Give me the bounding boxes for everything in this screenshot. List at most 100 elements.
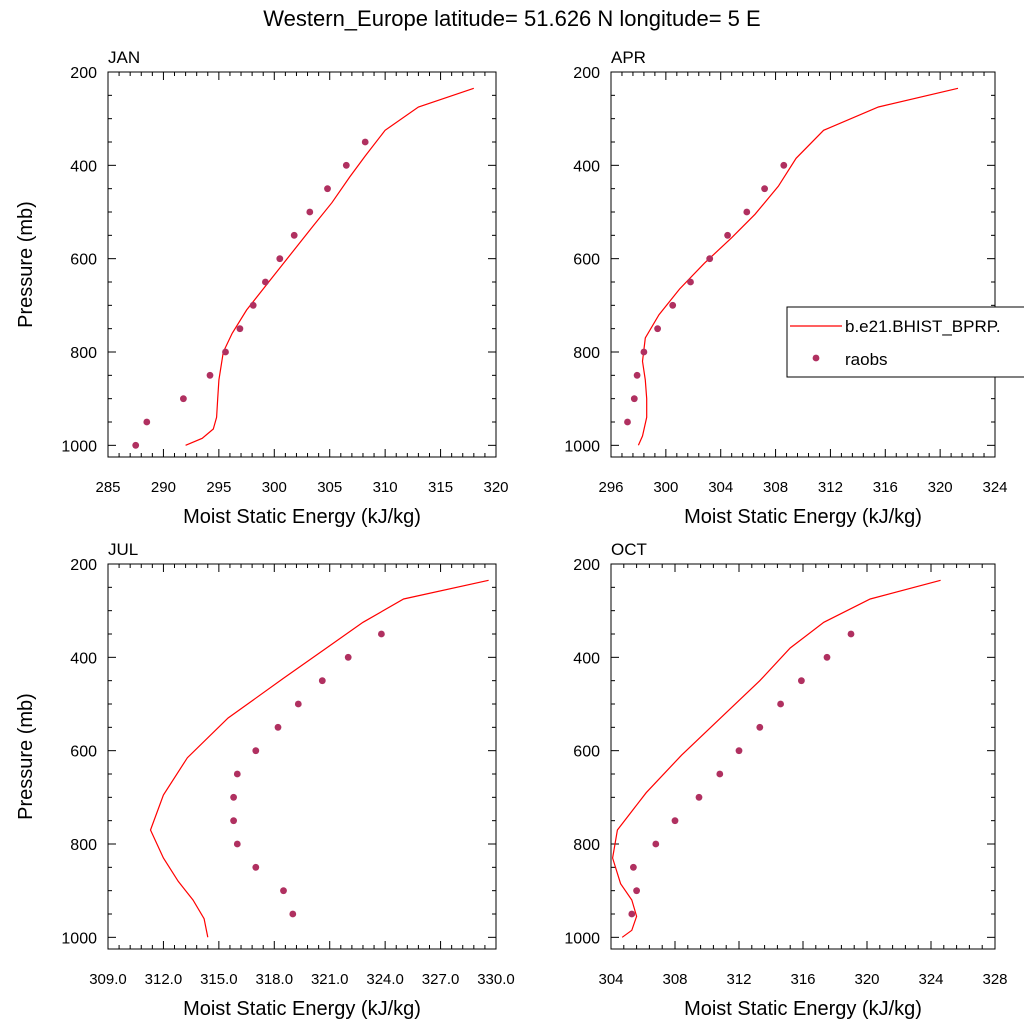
x-tick-label: 320 <box>854 971 879 988</box>
raobs-point <box>344 653 352 661</box>
x-tick-label: 300 <box>262 479 287 496</box>
raobs-point <box>671 817 679 825</box>
x-tick-label: 285 <box>95 479 120 496</box>
x-axis-label: Moist Static Energy (kJ/kg) <box>183 506 421 528</box>
y-axis-label: Pressure (mb) <box>15 693 37 820</box>
panel-label: JUL <box>108 540 138 559</box>
x-tick-label: 315.0 <box>200 971 238 988</box>
legend: b.e21.BHIST_BPRP. raobs <box>786 306 1024 378</box>
raobs-point <box>230 793 238 801</box>
x-tick-label: 308 <box>662 971 687 988</box>
raobs-point <box>716 770 724 778</box>
panel-label: APR <box>611 48 646 67</box>
x-tick-label: 324.0 <box>366 971 404 988</box>
y-tick-label: 400 <box>573 158 600 175</box>
x-tick-label: 312.0 <box>145 971 183 988</box>
y-tick-label: 1000 <box>564 438 600 455</box>
y-tick-label: 200 <box>70 557 97 574</box>
y-tick-label: 800 <box>70 837 97 854</box>
raobs-point <box>289 910 297 918</box>
panel-jul: 309.0 312.0 315.0 318.0 321.0 324.0 327.0 330.0… <box>15 540 515 1020</box>
raobs-point <box>143 418 151 426</box>
raobs-point <box>624 418 631 426</box>
y-tick-label: 1000 <box>61 930 97 947</box>
x-tick-label: 308 <box>763 479 788 496</box>
y-tick-label: 800 <box>573 345 600 362</box>
figure-title: Western_Europe latitude= 51.626 N longit… <box>263 6 760 31</box>
raobs-point <box>290 231 298 239</box>
x-tick-label: 316 <box>790 971 815 988</box>
raobs-point <box>633 887 640 895</box>
x-tick-label: 309.0 <box>89 971 127 988</box>
raobs-point <box>756 723 764 731</box>
model-line-jan <box>185 87 474 446</box>
legend-obs-dot-swatch <box>812 354 820 362</box>
x-tick-label: 327.0 <box>422 971 460 988</box>
legend-obs-label: raobs <box>845 350 888 369</box>
raobs-point <box>633 371 641 379</box>
raobs-point <box>724 231 731 239</box>
legend-model-label: b.e21.BHIST_BPRP. <box>845 317 1001 336</box>
raobs-point <box>361 138 369 146</box>
x-tick-label: 304 <box>708 479 733 496</box>
y-tick-label: 400 <box>573 650 600 667</box>
panel-oct: 304 308 312 316 320 324 328 200 400 600 800 1000 OCT… <box>564 540 1007 1020</box>
raobs-point <box>628 910 636 918</box>
raobs-point <box>280 887 287 895</box>
raobs-point <box>230 817 238 825</box>
x-tick-label: 321.0 <box>311 971 349 988</box>
raobs-point <box>262 278 269 286</box>
raobs-point <box>669 301 677 309</box>
x-tick-label: 312 <box>818 479 843 496</box>
panel-apr: 296 300 304 308 312 316 320 324 200 400 600 800 1000… <box>564 48 1007 528</box>
y-tick-label: 1000 <box>564 930 600 947</box>
raobs-point <box>132 441 140 449</box>
raobs-point <box>342 161 350 169</box>
y-tick-label: 600 <box>573 252 600 269</box>
y-tick-label: 800 <box>70 345 97 362</box>
raobs-point <box>276 255 284 263</box>
x-tick-label: 318.0 <box>256 971 294 988</box>
x-tick-label: 330.0 <box>477 971 515 988</box>
y-axis-label: Pressure (mb) <box>15 201 37 328</box>
raobs-point <box>823 653 831 661</box>
raobs-point <box>252 863 260 871</box>
y-tick-label: 600 <box>70 252 97 269</box>
x-tick-label: 320 <box>928 479 953 496</box>
raobs-point <box>743 208 751 216</box>
raobs-point <box>249 301 257 309</box>
raobs-point <box>735 747 743 755</box>
x-tick-label: 310 <box>373 479 398 496</box>
x-axis-label: Moist Static Energy (kJ/kg) <box>684 506 922 528</box>
y-tick-label: 600 <box>573 744 600 761</box>
panel-jan: 285 290 295 300 305 310 315 320 200 400 600 800 1000… <box>15 48 509 528</box>
raobs-point <box>654 325 661 333</box>
raobs-point <box>640 348 648 356</box>
raobs-point <box>222 348 229 356</box>
y-tick-label: 200 <box>573 65 600 82</box>
raobs-point <box>847 630 855 638</box>
y-tick-label: 800 <box>573 837 600 854</box>
raobs-point <box>294 700 302 708</box>
x-tick-label: 312 <box>726 971 751 988</box>
y-tick-label: 1000 <box>61 438 97 455</box>
raobs-point <box>687 278 694 286</box>
model-line-oct <box>611 579 941 938</box>
x-axis-label: Moist Static Energy (kJ/kg) <box>183 998 421 1020</box>
x-tick-label: 328 <box>982 971 1007 988</box>
y-tick-label: 400 <box>70 158 97 175</box>
x-tick-label: 296 <box>598 479 623 496</box>
raobs-point <box>630 863 637 871</box>
raobs-point <box>252 747 260 755</box>
raobs-point <box>233 770 241 778</box>
x-tick-label: 315 <box>428 479 453 496</box>
raobs-point <box>761 185 768 193</box>
x-tick-label: 290 <box>151 479 176 496</box>
raobs-point <box>706 255 714 263</box>
raobs-point <box>236 325 244 333</box>
raobs-point <box>798 677 805 685</box>
x-tick-label: 324 <box>982 479 1007 496</box>
x-tick-label: 304 <box>598 971 623 988</box>
plot-frame-jul <box>107 563 497 950</box>
panel-label: OCT <box>611 540 647 559</box>
